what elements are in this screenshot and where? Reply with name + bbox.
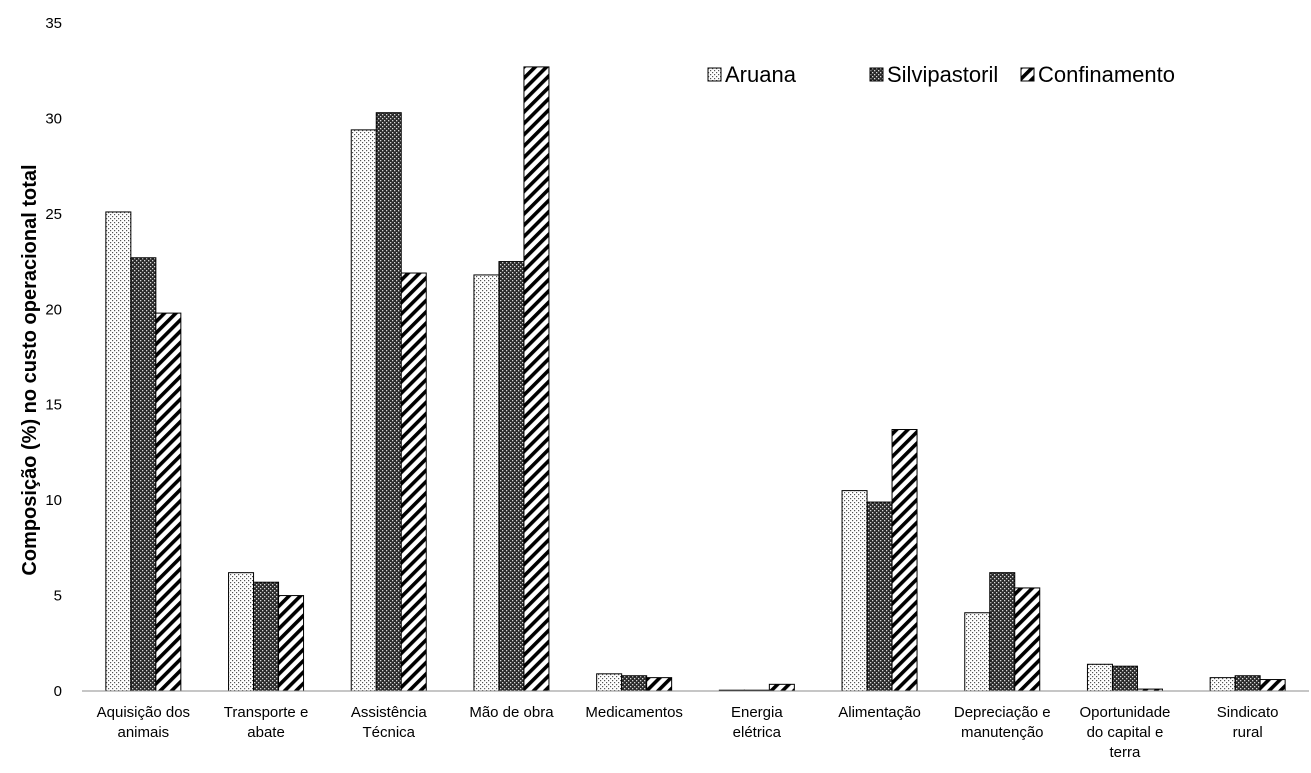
bar-aruana-0	[105, 211, 132, 692]
x-tick-label: Oportunidade do capital e terra	[1079, 704, 1170, 761]
x-tick-label-line: Assistência	[351, 704, 428, 721]
legend-label: Aruana	[725, 62, 797, 87]
x-tick-label: Mão de obra	[469, 704, 554, 721]
legend-item-aruana: Aruana	[707, 62, 797, 87]
bar-silvipastoril-9	[1234, 675, 1261, 692]
legend-swatch	[1020, 67, 1035, 82]
bar-aruana-9	[1209, 677, 1236, 692]
x-tick-label-line: terra	[1110, 744, 1142, 761]
x-tick-label-line: manutenção	[961, 724, 1044, 741]
y-tick-label: 10	[45, 492, 62, 509]
bar-silvipastoril-2	[375, 112, 402, 692]
bar-aruana-2	[350, 129, 377, 692]
bar-confinamento-1	[278, 595, 305, 692]
x-tick-label: Sindicato rural	[1217, 704, 1279, 741]
y-tick-label: 30	[45, 110, 62, 127]
x-tick-label-line: Medicamentos	[585, 704, 683, 721]
x-tick-label-line: abate	[247, 724, 285, 741]
x-tick-label-line: Técnica	[362, 724, 415, 741]
y-axis: 0 5 10 15 20 25 30 35	[45, 15, 62, 700]
y-tick-label: 20	[45, 301, 62, 318]
bar-confinamento-2	[400, 272, 427, 692]
bar-confinamento-7	[1014, 587, 1041, 692]
bar-aruana-8	[1086, 663, 1113, 692]
x-tick-label-line: Energia	[731, 704, 783, 721]
bar-aruana-6	[841, 490, 868, 692]
x-tick-label-line: Sindicato	[1217, 704, 1279, 721]
bar-aruana-3	[473, 274, 500, 692]
bar-silvipastoril-3	[498, 261, 525, 692]
bar-silvipastoril-6	[866, 501, 893, 692]
bar-silvipastoril-7	[989, 572, 1016, 692]
x-tick-label: Alimentação	[838, 704, 921, 721]
x-tick-label-line: elétrica	[733, 724, 782, 741]
y-tick-label: 25	[45, 206, 62, 223]
x-axis-labels: Aquisição dos animais Transporte e abate Ass…	[97, 704, 1279, 761]
bar-aruana-7	[964, 612, 991, 692]
x-tick-label-line: rural	[1233, 724, 1263, 741]
bar-confinamento-0	[155, 312, 182, 692]
x-tick-label-line: Aquisição dos	[97, 704, 190, 721]
y-tick-label: 0	[54, 683, 62, 700]
bar-confinamento-4	[646, 677, 673, 692]
bar-aruana-1	[228, 572, 255, 692]
bar-confinamento-9	[1259, 679, 1286, 692]
bar-aruana-4	[596, 673, 623, 692]
bar-confinamento-3	[523, 66, 550, 692]
x-tick-label-line: Transporte e	[224, 704, 309, 721]
x-tick-label-line: Alimentação	[838, 704, 921, 721]
x-tick-label-line: Depreciação e	[954, 704, 1051, 721]
bar-confinamento-6	[891, 429, 918, 692]
x-tick-label-line: animais	[118, 724, 170, 741]
x-tick-label: Medicamentos	[585, 704, 683, 721]
y-axis-title: Composição (%) no custo operacional tota…	[19, 164, 41, 575]
bar-silvipastoril-8	[1111, 665, 1138, 692]
legend-label: Confinamento	[1038, 62, 1175, 87]
x-tick-label: Energia elétrica	[731, 704, 783, 741]
y-tick-label: 35	[45, 15, 62, 32]
legend: Aruana Silvipastoril Confinamento	[707, 62, 1175, 87]
x-tick-label: Depreciação e manutenção	[954, 704, 1051, 741]
legend-label: Silvipastoril	[887, 62, 998, 87]
legend-item-confinamento: Confinamento	[1020, 62, 1175, 87]
bar-silvipastoril-0	[130, 257, 157, 692]
legend-swatch	[707, 67, 722, 82]
x-tick-label-line: Mão de obra	[469, 704, 554, 721]
legend-item-silvipastoril: Silvipastoril	[869, 62, 998, 87]
y-tick-label: 5	[54, 588, 62, 605]
legend-swatch	[869, 67, 884, 82]
x-tick-label-line: do capital e	[1087, 724, 1164, 741]
y-tick-label: 15	[45, 397, 62, 414]
x-tick-label: Transporte e abate	[224, 704, 309, 741]
bar-silvipastoril-1	[253, 581, 280, 692]
x-tick-label: Assistência Técnica	[351, 704, 428, 741]
bar-confinamento-5	[768, 683, 795, 692]
x-tick-label: Aquisição dos animais	[97, 704, 190, 741]
x-tick-label-line: Oportunidade	[1079, 704, 1170, 721]
bar-silvipastoril-4	[621, 675, 648, 692]
bars	[105, 66, 1286, 692]
